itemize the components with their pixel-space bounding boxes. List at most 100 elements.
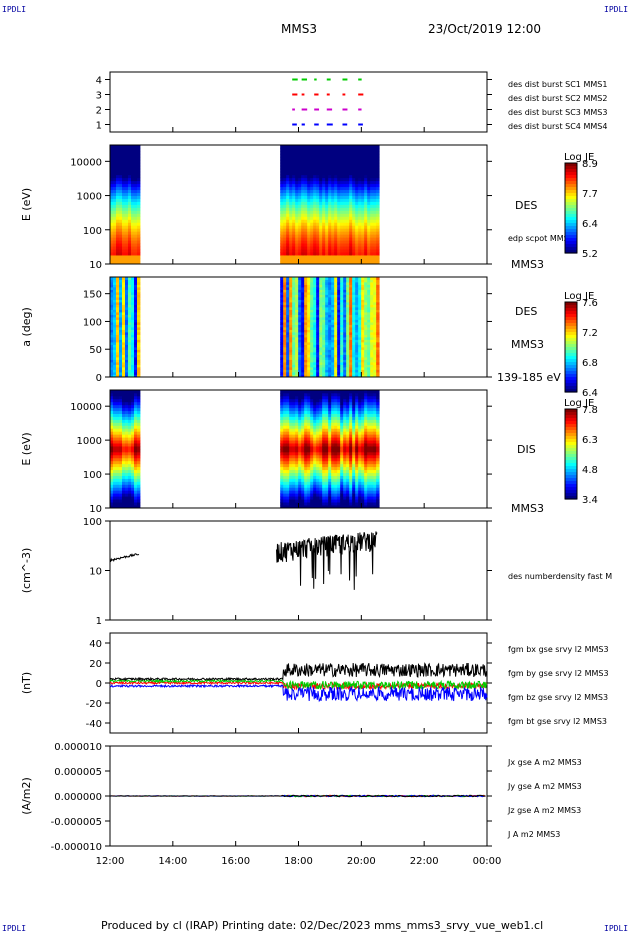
heatmap-cell	[361, 237, 365, 241]
heatmap-cell	[298, 258, 302, 262]
heatmap-cell	[373, 240, 377, 244]
heatmap-cell	[128, 243, 132, 247]
heatmap-cell	[334, 292, 338, 295]
heatmap-cell	[301, 225, 305, 229]
heatmap-cell	[128, 210, 132, 214]
heatmap-cell	[304, 463, 308, 468]
heatmap-cell	[289, 289, 293, 293]
heatmap-cell	[364, 192, 368, 196]
heatmap-cell	[310, 249, 314, 253]
heatmap-cell	[116, 243, 120, 247]
heatmap-cell	[337, 327, 341, 330]
heatmap-cell	[346, 374, 350, 378]
heatmap-cell	[119, 186, 123, 191]
heatmap-cell	[319, 416, 323, 420]
heatmap-cell	[373, 307, 377, 310]
heatmap-cell	[319, 171, 323, 176]
heatmap-cell	[367, 294, 371, 298]
heatmap-cell	[328, 258, 332, 262]
heatmap-cell	[331, 364, 335, 368]
heatmap-cell	[307, 237, 311, 241]
heatmap-cell	[134, 484, 138, 488]
heatmap-cell	[131, 437, 135, 441]
heatmap-cell	[337, 156, 341, 161]
heatmap-cell	[340, 222, 344, 226]
heatmap-cell	[358, 210, 362, 214]
heatmap-cell	[373, 357, 377, 360]
heatmap-cell	[352, 165, 356, 170]
heatmap-cell	[373, 284, 377, 288]
heatmap-cell	[313, 390, 317, 394]
heatmap-cell	[358, 159, 362, 164]
heatmap-cell	[313, 454, 317, 459]
heatmap-cell	[349, 198, 353, 202]
heatmap-cell	[334, 261, 338, 265]
heatmap-cell	[122, 416, 126, 420]
heatmap-cell	[328, 329, 332, 333]
instrument-label: DES	[515, 305, 537, 318]
heatmap-cell	[286, 354, 290, 358]
heatmap-cell	[343, 314, 347, 318]
heatmap-cell	[328, 314, 332, 318]
heatmap-cell	[304, 287, 308, 290]
heatmap-cell	[355, 279, 359, 283]
heatmap-cell	[328, 249, 332, 253]
heatmap-cell	[307, 204, 311, 208]
heatmap-cell	[331, 312, 335, 315]
heatmap-cell	[307, 407, 311, 412]
heatmap-cell	[373, 352, 377, 355]
heatmap-cell	[286, 478, 290, 482]
heatmap-cell	[289, 337, 293, 340]
heatmap-cell	[119, 449, 123, 453]
heatmap-cell	[355, 156, 359, 161]
heatmap-cell	[367, 240, 371, 244]
heatmap-cell	[283, 349, 287, 353]
heatmap-cell	[328, 309, 332, 313]
heatmap-cell	[304, 493, 308, 497]
heatmap-cell	[113, 204, 117, 208]
heatmap-cell	[367, 329, 371, 333]
heatmap-cell	[349, 449, 353, 453]
heatmap-cell	[116, 195, 120, 199]
heatmap-cell	[110, 422, 114, 426]
heatmap-cell	[367, 282, 371, 285]
heatmap-cell	[340, 165, 344, 170]
heatmap-cell	[298, 282, 302, 285]
heatmap-cell	[370, 216, 374, 220]
heatmap-cell	[316, 171, 320, 176]
heatmap-cell	[361, 324, 365, 328]
heatmap-cell	[355, 246, 359, 250]
heatmap-cell	[331, 367, 335, 370]
heatmap-cell	[131, 168, 135, 173]
heatmap-cell	[340, 401, 344, 406]
heatmap-cell	[301, 168, 305, 173]
heatmap-cell	[307, 299, 311, 303]
heatmap-cell	[134, 369, 138, 373]
heatmap-cell	[289, 201, 293, 205]
heatmap-cell	[313, 237, 317, 241]
heatmap-cell	[122, 339, 126, 343]
heatmap-cell	[325, 419, 329, 423]
heatmap-cell	[304, 428, 308, 432]
heatmap-cell	[358, 344, 362, 348]
heatmap-cell	[292, 496, 296, 500]
heatmap-cell	[110, 165, 114, 170]
heatmap-cell	[286, 352, 290, 355]
heatmap-cell	[316, 255, 320, 259]
heatmap-cell	[361, 210, 365, 214]
heatmap-cell	[295, 279, 299, 283]
heatmap-cell	[370, 304, 374, 308]
heatmap-cell	[292, 204, 296, 208]
heatmap-cell	[352, 255, 356, 259]
heatmap-cell	[325, 299, 329, 303]
heatmap-cell	[322, 299, 326, 303]
heatmap-cell	[289, 240, 293, 244]
heatmap-cell	[355, 372, 359, 375]
heatmap-cell	[289, 204, 293, 208]
heatmap-cell	[113, 156, 117, 161]
heatmap-cell	[355, 261, 359, 265]
heatmap-cell	[280, 487, 284, 491]
heatmap-cell	[334, 319, 338, 323]
heatmap-cell	[298, 222, 302, 226]
heatmap-cell	[298, 428, 302, 432]
